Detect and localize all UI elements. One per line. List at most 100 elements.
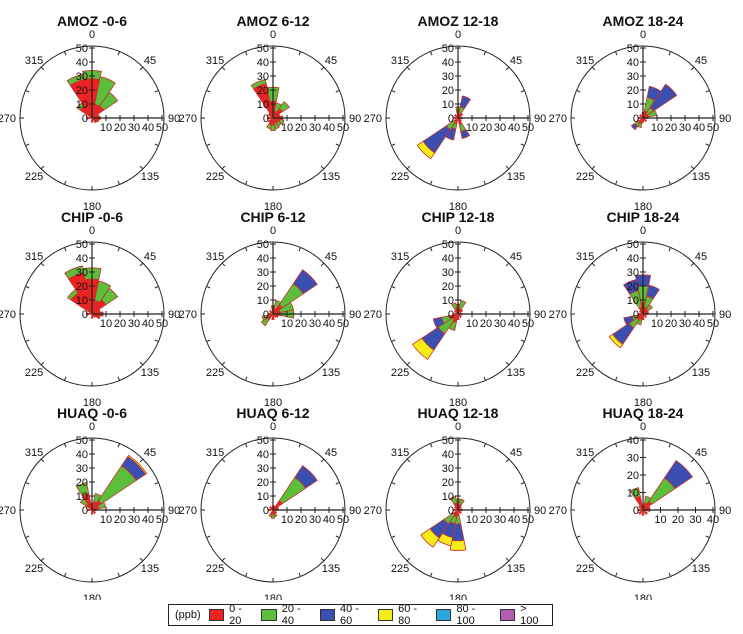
wind-wedge xyxy=(271,313,275,320)
outer-tick xyxy=(244,51,248,56)
radial-tick-label: 50 xyxy=(257,435,269,447)
radial-tick-label: 20 xyxy=(480,122,492,134)
outer-tick xyxy=(591,361,596,366)
direction-label: 0 xyxy=(455,421,461,433)
direction-label: 315 xyxy=(391,447,409,459)
outer-tick xyxy=(520,481,525,485)
direction-label: 180 xyxy=(449,397,467,409)
direction-label: 180 xyxy=(449,593,467,600)
radial-tick-label: 30 xyxy=(257,463,269,475)
direction-label: 45 xyxy=(510,251,522,263)
direction-label: 270 xyxy=(549,309,567,321)
outer-tick xyxy=(505,557,510,562)
radial-tick-label: 20 xyxy=(627,281,639,293)
outer-tick xyxy=(690,458,695,463)
radial-tick-label: 20 xyxy=(665,122,677,134)
radial-tick-label: 20 xyxy=(76,477,88,489)
radial-tick-label: 50 xyxy=(156,514,168,526)
polar-panel: CHIP 12-18045901351802252703151010202030… xyxy=(364,209,547,409)
origin-label: 0 xyxy=(82,505,88,517)
radial-tick-label: 30 xyxy=(442,463,454,475)
wind-wedge xyxy=(94,280,112,303)
wind-wedge xyxy=(91,313,97,319)
wind-wedge xyxy=(449,539,467,551)
direction-label: 315 xyxy=(206,55,224,67)
wind-wedge xyxy=(250,79,267,90)
wind-wedge xyxy=(64,265,85,280)
outer-tick xyxy=(576,339,581,343)
direction-label: 180 xyxy=(83,201,101,213)
wind-wedge xyxy=(663,459,694,490)
outer-tick xyxy=(483,572,487,577)
wind-wedge xyxy=(270,124,276,131)
direction-label: 135 xyxy=(507,171,525,183)
radial-tick-label: 10 xyxy=(76,295,88,307)
outer-tick xyxy=(221,66,226,71)
direction-label: 90 xyxy=(719,113,731,125)
wind-wedge xyxy=(267,116,274,120)
direction-label: 315 xyxy=(206,447,224,459)
outer-tick xyxy=(614,572,618,577)
wind-wedge xyxy=(646,284,660,300)
origin-label: 0 xyxy=(448,309,454,321)
direction-label: 90 xyxy=(349,113,361,125)
outer-tick xyxy=(117,443,121,448)
direction-label: 45 xyxy=(325,55,337,67)
outer-tick xyxy=(63,443,67,448)
outer-tick xyxy=(406,557,411,562)
radial-tick-label: 30 xyxy=(494,122,506,134)
radial-tick-label: 20 xyxy=(295,318,307,330)
outer-tick xyxy=(429,51,433,56)
wind-wedge xyxy=(66,73,85,86)
direction-label: 90 xyxy=(719,505,731,517)
direction-label: 270 xyxy=(364,309,382,321)
radial-tick-label: 10 xyxy=(651,318,663,330)
polar-panel: HUAQ 18-24045901351802252703151010202030… xyxy=(549,405,732,600)
direction-label: 45 xyxy=(510,55,522,67)
radial-tick-label: 40 xyxy=(257,253,269,265)
direction-label: 225 xyxy=(576,563,594,575)
radial-tick-label: 30 xyxy=(76,267,88,279)
radial-tick-label: 40 xyxy=(257,57,269,69)
outer-tick xyxy=(483,51,487,56)
outer-tick xyxy=(63,51,67,56)
outer-tick xyxy=(40,165,45,170)
outer-tick xyxy=(406,361,411,366)
outer-tick xyxy=(320,458,325,463)
outer-tick xyxy=(429,376,433,381)
outer-tick xyxy=(690,165,695,170)
outer-tick xyxy=(154,143,159,147)
radial-tick-label: 10 xyxy=(100,514,112,526)
wind-wedge xyxy=(260,317,270,327)
outer-tick xyxy=(429,572,433,577)
wind-wedge xyxy=(453,113,459,119)
wind-wedge xyxy=(272,313,278,319)
radial-tick-label: 50 xyxy=(337,514,349,526)
outer-tick xyxy=(244,572,248,577)
radial-tick-label: 50 xyxy=(257,43,269,55)
radial-tick-label: 20 xyxy=(257,281,269,293)
outer-tick xyxy=(591,458,596,463)
outer-tick xyxy=(576,535,581,539)
wind-wedge xyxy=(453,116,459,120)
panel-title: CHIP 12-18 xyxy=(422,209,495,225)
outer-tick xyxy=(614,51,618,56)
outer-tick xyxy=(40,557,45,562)
legend-swatch xyxy=(261,609,277,621)
direction-label: 315 xyxy=(25,447,43,459)
outer-tick xyxy=(520,285,525,289)
direction-label: 225 xyxy=(391,367,409,379)
outer-tick xyxy=(520,339,525,343)
outer-tick xyxy=(25,535,30,539)
radial-tick-label: 20 xyxy=(76,85,88,97)
radial-tick-label: 20 xyxy=(257,85,269,97)
radial-tick-label: 40 xyxy=(508,122,520,134)
wind-wedge xyxy=(457,509,463,515)
outer-tick xyxy=(483,443,487,448)
direction-label: 90 xyxy=(168,309,180,321)
outer-tick xyxy=(320,361,325,366)
outer-tick xyxy=(139,262,144,267)
direction-label: 0 xyxy=(270,29,276,41)
wind-wedge xyxy=(75,482,90,497)
direction-label: 45 xyxy=(325,251,337,263)
